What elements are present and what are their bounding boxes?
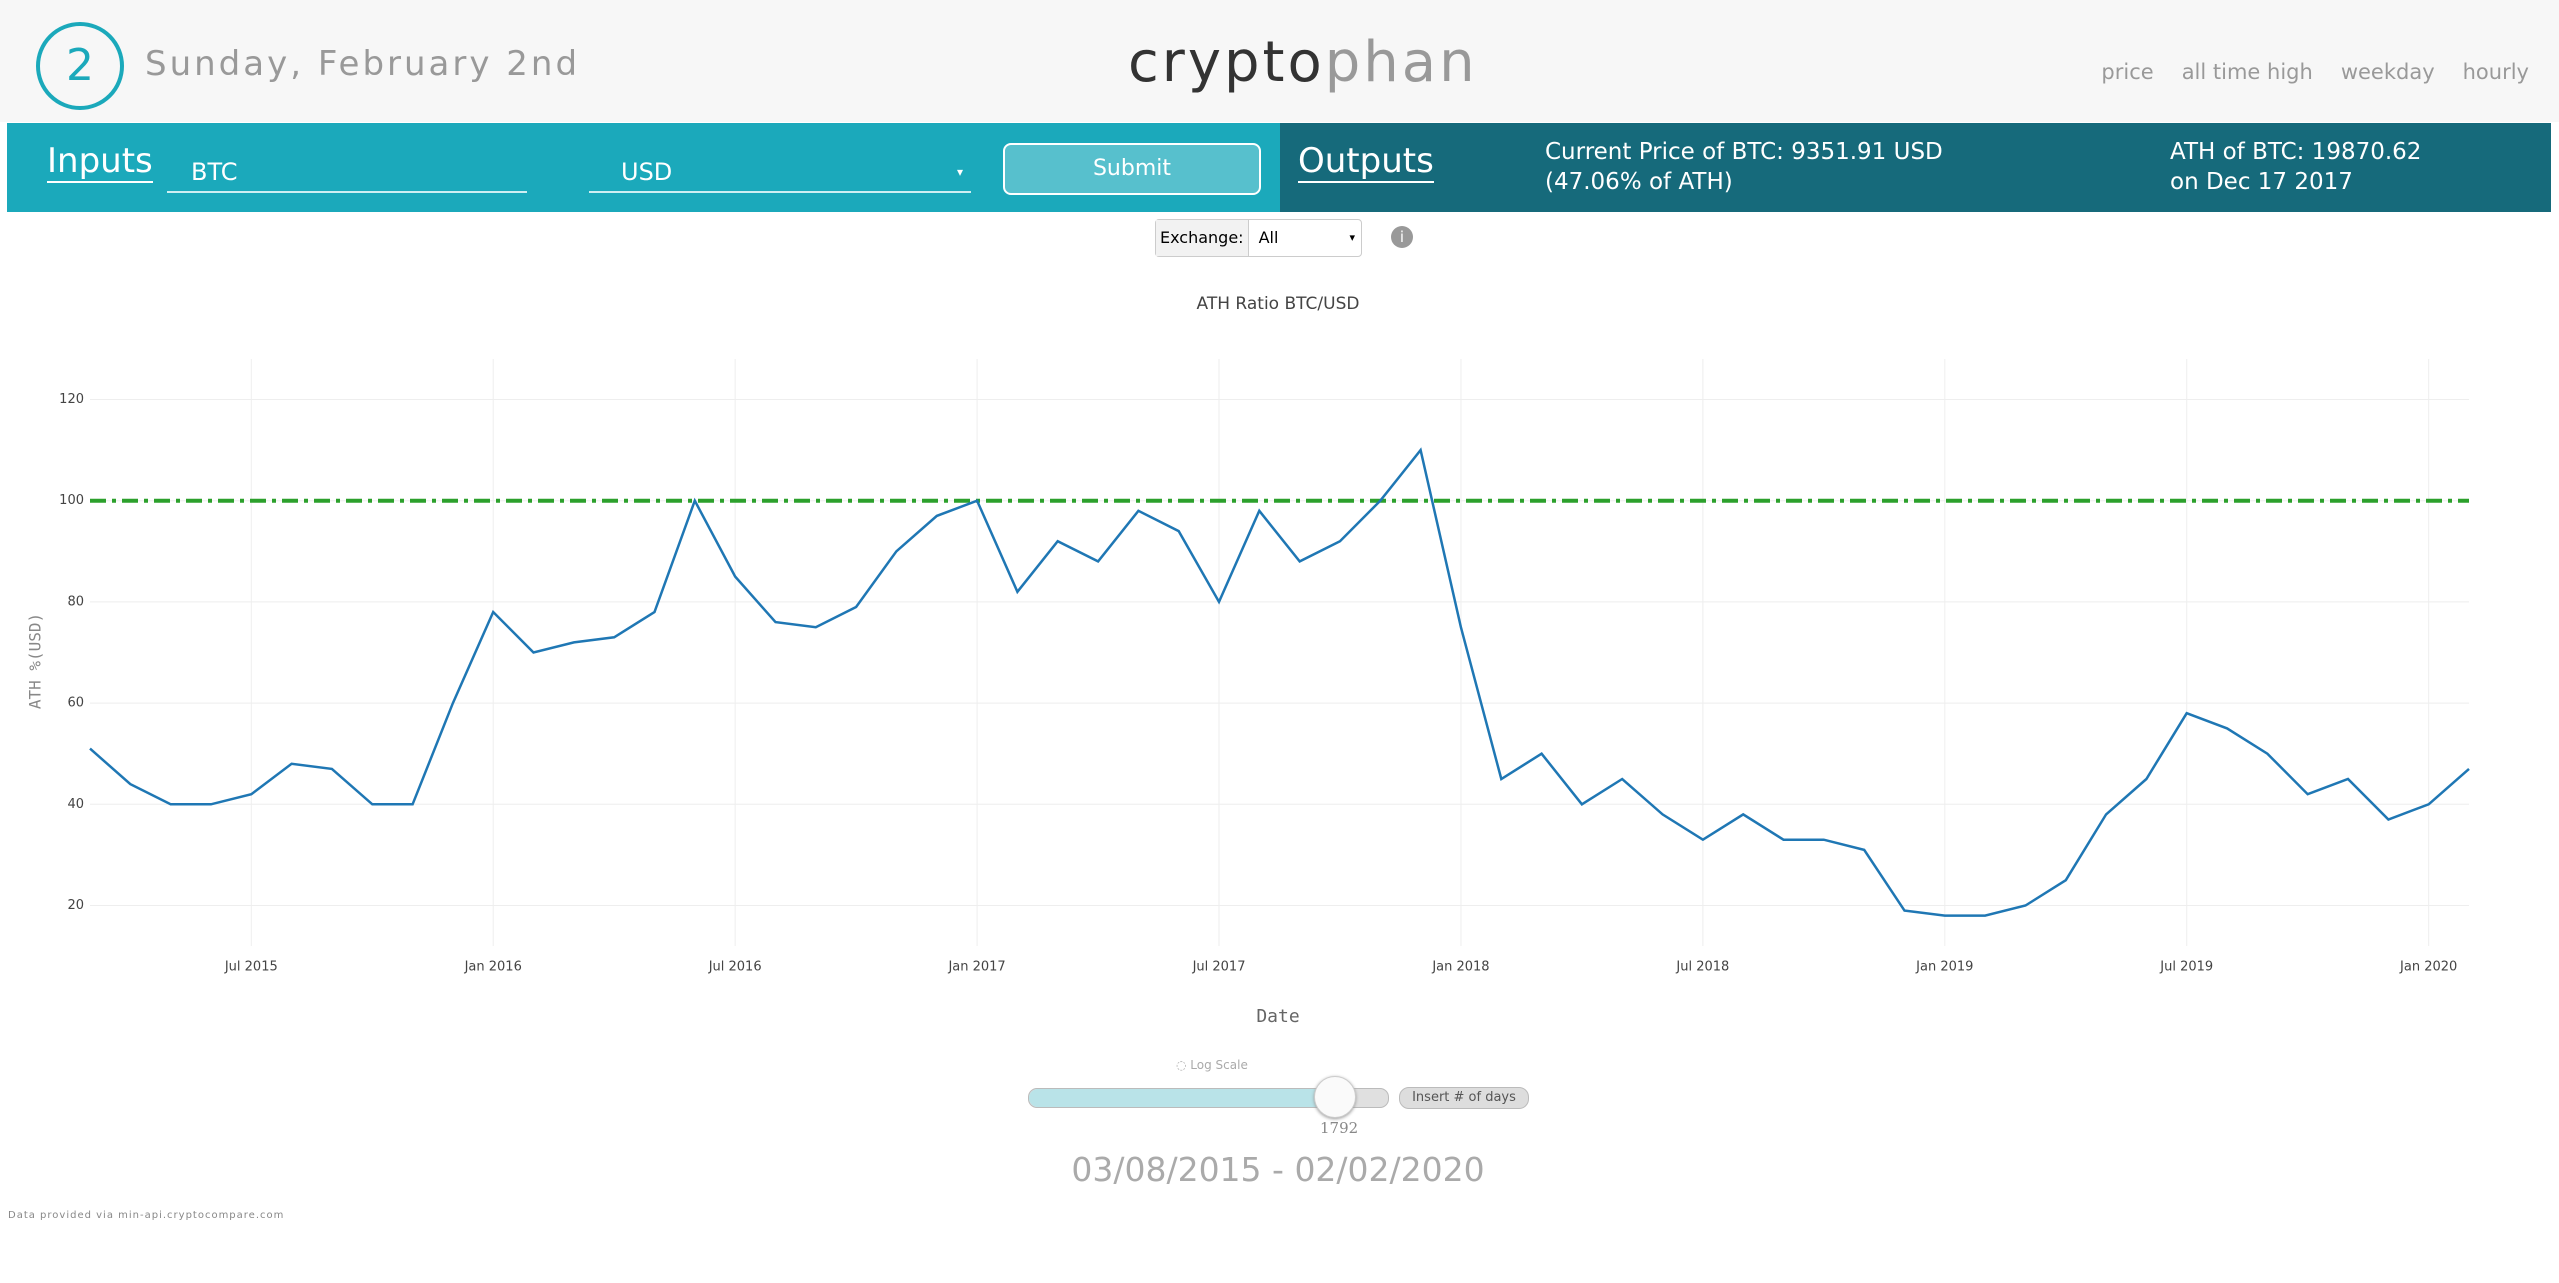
logo-b: phan: [1324, 30, 1478, 95]
nav: price all time high weekday hourly: [2073, 60, 2529, 84]
x-tick-label: Jul 2016: [708, 960, 762, 975]
log-scale-toggle[interactable]: ◌ Log Scale: [1176, 1058, 1248, 1072]
ath: ATH of BTC: 19870.62 on Dec 17 2017: [2170, 137, 2421, 197]
footer: Data provided via min-api.cryptocompare.…: [8, 1210, 285, 1221]
y-axis-title: ATH %(USD): [26, 613, 45, 709]
days-button[interactable]: Insert # of days: [1399, 1087, 1529, 1109]
x-tick-label: Jan 2017: [947, 960, 1005, 975]
text: (47.06% of ATH): [1545, 169, 1733, 195]
logo: cryptophan: [1128, 30, 1478, 95]
outputs-bar: Outputs Current Price of BTC: 9351.91 US…: [1280, 123, 2551, 212]
chart-title: ATH Ratio BTC/USD: [1197, 294, 1360, 314]
x-tick-label: Jul 2015: [224, 960, 278, 975]
symbol-input[interactable]: BTC: [167, 151, 527, 193]
logo-a: crypto: [1128, 30, 1325, 95]
date: Sunday, February 2nd: [145, 44, 581, 84]
data-line: [89, 447, 2470, 917]
x-axis-title: Date: [1256, 1006, 1299, 1027]
y-tick-label: 100: [59, 493, 84, 508]
x-tick-label: Jul 2019: [2159, 960, 2213, 975]
day-circle: 2: [36, 22, 124, 110]
y-tick-label: 120: [59, 392, 84, 407]
x-tick-label: Jan 2019: [1915, 960, 1973, 975]
exchange-value: All: [1258, 228, 1279, 247]
inputs-bar: Inputs BTC USD ▾ Submit: [7, 123, 1280, 212]
info-icon[interactable]: i: [1391, 226, 1413, 248]
inputs-label: Inputs: [47, 141, 153, 183]
text: Current Price of BTC: 9351.91 USD: [1545, 139, 1943, 165]
y-tick-label: 20: [67, 898, 84, 913]
header: 2 Sunday, February 2nd cryptophan price a…: [0, 0, 2559, 122]
outputs-label: Outputs: [1298, 141, 1434, 183]
current-price: Current Price of BTC: 9351.91 USD (47.06%…: [1545, 137, 1943, 197]
nav-link[interactable]: all time high: [2181, 60, 2313, 84]
nav-link[interactable]: price: [2101, 60, 2154, 84]
y-tick-label: 60: [67, 696, 84, 711]
y-tick-label: 40: [67, 797, 84, 812]
nav-link[interactable]: weekday: [2340, 60, 2435, 84]
currency: USD: [621, 158, 673, 186]
exchange-label: Exchange:: [1156, 220, 1249, 256]
text: ATH of BTC: 19870.62: [2170, 139, 2422, 165]
x-tick-label: Jul 2018: [1675, 960, 1729, 975]
days-value: 1792: [1320, 1119, 1359, 1137]
submit-button[interactable]: Submit: [1003, 143, 1261, 195]
currency-select[interactable]: USD ▾: [589, 151, 971, 193]
x-tick-label: Jan 2020: [2399, 960, 2457, 975]
slider-track[interactable]: [1028, 1088, 1389, 1108]
exchange-select[interactable]: Exchange: All ▾: [1155, 219, 1362, 257]
x-tick-label: Jan 2018: [1431, 960, 1489, 975]
slider-thumb[interactable]: [1314, 1076, 1356, 1118]
text: on Dec 17 2017: [2170, 169, 2353, 195]
x-tick-label: Jul 2017: [1192, 960, 1246, 975]
nav-link[interactable]: hourly: [2462, 60, 2529, 84]
x-tick-label: Jan 2016: [464, 960, 522, 975]
date-range: 03/08/2015 - 02/02/2020: [1071, 1150, 1485, 1189]
y-tick-label: 80: [67, 594, 84, 609]
log-scale: Log Scale: [1190, 1058, 1248, 1072]
